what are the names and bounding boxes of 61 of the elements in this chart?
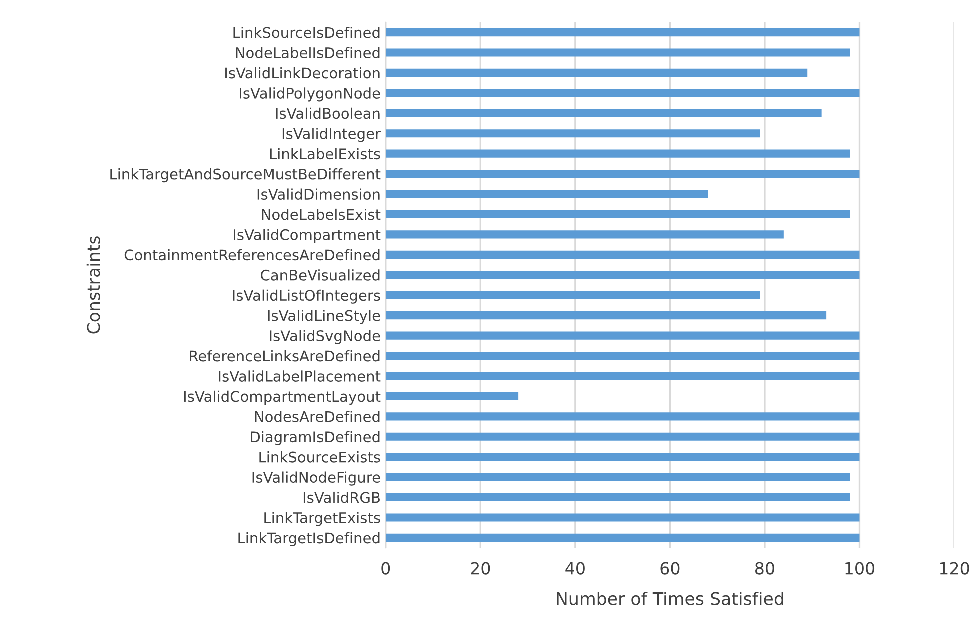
- y-tick-label: IsValidListOfIntegers: [233, 290, 380, 304]
- y-tick-label: NodeLabelIsDefined: [236, 47, 380, 59]
- bar: [386, 534, 860, 542]
- y-tick-label: IsValidPolygonNode: [240, 88, 380, 102]
- bar: [386, 250, 860, 259]
- bar: [386, 68, 808, 78]
- y-tick-label: IsValidCompartment: [234, 229, 381, 244]
- x-tick-label: 60: [660, 562, 680, 575]
- x-tick-label: 20: [471, 562, 490, 575]
- bar: [386, 170, 860, 178]
- y-tick-label: IsValidDimension: [258, 188, 380, 200]
- bar: [386, 412, 860, 421]
- bar: [386, 473, 850, 482]
- bar: [386, 89, 860, 98]
- y-tick-label: IsValidInteger: [282, 128, 382, 142]
- y-tick-label: LinkLabelExists: [270, 148, 380, 160]
- bar: [386, 130, 760, 138]
- bar: [386, 372, 860, 380]
- bar: [386, 493, 850, 502]
- bar: [386, 109, 822, 118]
- y-tick-label: IsValidCompartmentLayout: [184, 390, 381, 406]
- x-tick-label: 100: [846, 562, 875, 575]
- y-tick-label: IsValidNodeFigure: [252, 472, 380, 486]
- y-tick-label: IsValidRGB: [304, 492, 380, 504]
- x-axis-title: Number of Times Satisfied: [557, 592, 784, 606]
- y-tick-label: CanBeVisualized: [261, 270, 380, 281]
- y-axis-title: Constraints: [86, 236, 100, 334]
- y-tick-label: NodeLabelsExist: [262, 208, 381, 220]
- y-tick-label: LinkTargetAndSourceMustBeDifferent: [110, 168, 381, 183]
- y-tick-label: LinkSourceExists: [260, 452, 380, 463]
- bar: [386, 190, 708, 198]
- y-tick-label: ContainmentReferencesAreDefined: [124, 249, 380, 261]
- bar: [386, 28, 860, 37]
- bar: [386, 150, 850, 158]
- bar: [386, 453, 860, 462]
- y-tick-label: IsValidLinkDecoration: [226, 67, 380, 79]
- bar: [386, 230, 784, 239]
- y-tick-label: NodesAreDefined: [255, 411, 380, 422]
- bar: [386, 210, 850, 219]
- y-tick-label: LinkTargetIsDefined: [238, 532, 380, 547]
- y-tick-label: LinkTargetExists: [264, 512, 380, 526]
- y-tick-label: IsValidLabelPlacement: [219, 370, 381, 382]
- x-tick-label: 80: [755, 562, 774, 575]
- bar: [386, 514, 860, 522]
- x-tick-label: 40: [566, 562, 585, 575]
- bar: [386, 312, 827, 320]
- bar: [386, 291, 760, 300]
- y-tick-label: IsValidSvgNode: [270, 330, 380, 344]
- bar: [386, 352, 860, 360]
- y-tick-label: IsValidBoolean: [276, 108, 380, 120]
- y-tick-label: LinkSourceIsDefined: [234, 27, 380, 38]
- y-tick-label: IsValidLineStyle: [268, 310, 380, 324]
- bar: [386, 432, 860, 441]
- bar: [386, 271, 860, 280]
- x-tick-label: 120: [940, 562, 970, 575]
- bar: [386, 332, 860, 340]
- bar: [386, 392, 519, 400]
- y-tick-label: ReferenceLinksAreDefined: [190, 350, 380, 362]
- y-tick-label: DiagramIsDefined: [251, 431, 380, 446]
- x-tick-label: 0: [382, 562, 390, 575]
- bar: [386, 48, 850, 57]
